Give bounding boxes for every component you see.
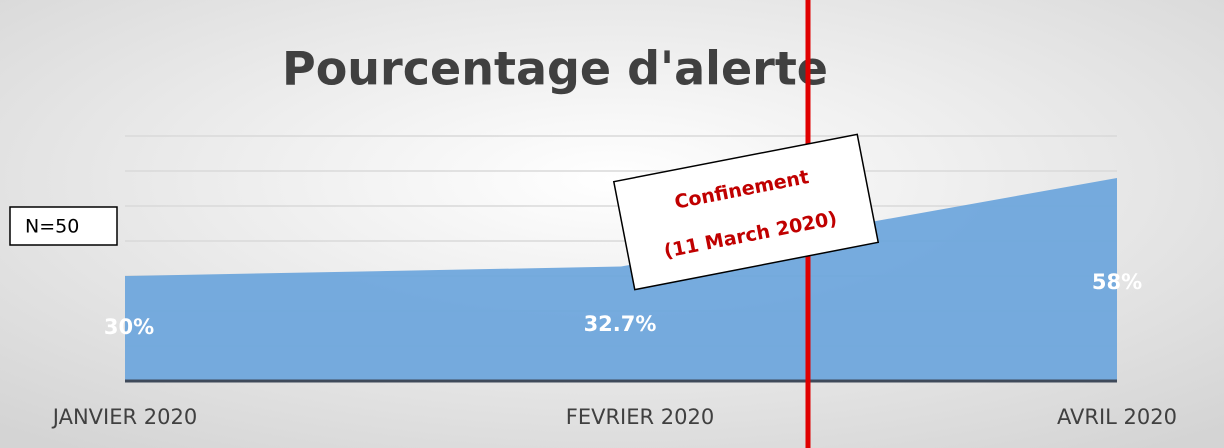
note-box bbox=[9, 206, 118, 246]
annotation-box: Confinement (11 March 2020) bbox=[612, 133, 880, 291]
value-label: 58% bbox=[1092, 270, 1142, 294]
chart-title: Pourcentage d'alerte bbox=[282, 42, 828, 96]
x-tick-label: AVRIL 2020 bbox=[1057, 405, 1177, 429]
annotation-frame bbox=[612, 133, 880, 291]
x-tick-label: FEVRIER 2020 bbox=[566, 405, 714, 429]
x-tick-label: JANVIER 2020 bbox=[51, 405, 197, 429]
value-label: 30% bbox=[104, 315, 154, 339]
note: N=50 bbox=[25, 216, 79, 238]
value-label: 32.7% bbox=[584, 312, 657, 336]
